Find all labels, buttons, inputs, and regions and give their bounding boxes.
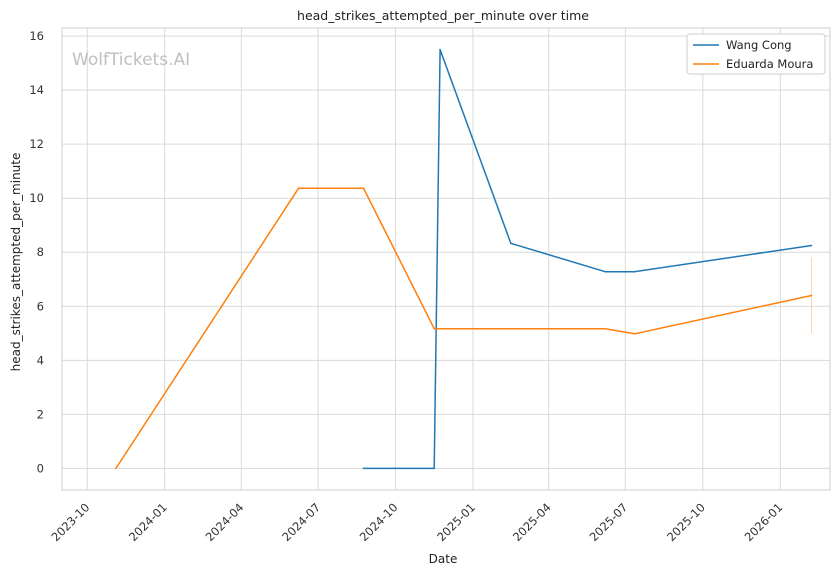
x-axis-label: Date — [429, 552, 458, 566]
chart-title: head_strikes_attempted_per_minute over t… — [297, 8, 589, 23]
series-point-2 — [633, 333, 636, 335]
series-point-1 — [362, 467, 365, 470]
y-tick-label: 16 — [29, 29, 44, 43]
series-point-1 — [810, 244, 813, 247]
y-tick-label: 4 — [37, 353, 44, 367]
series-point-2 — [810, 294, 813, 297]
watermark: WolfTickets.AI — [72, 50, 190, 70]
legend-box — [686, 33, 826, 75]
y-tick-label: 6 — [37, 299, 44, 313]
series-point-1 — [633, 270, 636, 273]
y-tick-label: 10 — [29, 191, 44, 205]
series-lines — [115, 48, 813, 470]
series-point-2 — [604, 327, 606, 330]
legend-label-1: Wang Cong — [726, 38, 792, 52]
plot-frame — [61, 27, 831, 491]
series-point-2 — [362, 187, 365, 190]
grid — [62, 28, 830, 490]
legend-label-2: Eduarda Moura — [726, 57, 813, 71]
series-point-2 — [297, 187, 300, 190]
legend: Wang Cong Eduarda Moura — [686, 33, 826, 75]
series-point-1 — [510, 242, 512, 245]
y-tick-label: 2 — [37, 407, 44, 421]
y-axis-label: head_strikes_attempted_per_minute — [9, 153, 23, 372]
y-tick-label: 8 — [37, 245, 44, 259]
series-point-1 — [604, 270, 606, 273]
y-axis-ticks: 0 2 4 6 8 10 12 14 16 — [29, 29, 44, 475]
y-tick-label: 14 — [29, 83, 44, 97]
y-tick-label: 12 — [29, 137, 44, 151]
series-point-1 — [439, 48, 441, 51]
series-point-1 — [433, 467, 436, 470]
series-point-2 — [433, 327, 436, 330]
y-tick-label: 0 — [37, 461, 44, 475]
series-point-2 — [115, 467, 117, 470]
